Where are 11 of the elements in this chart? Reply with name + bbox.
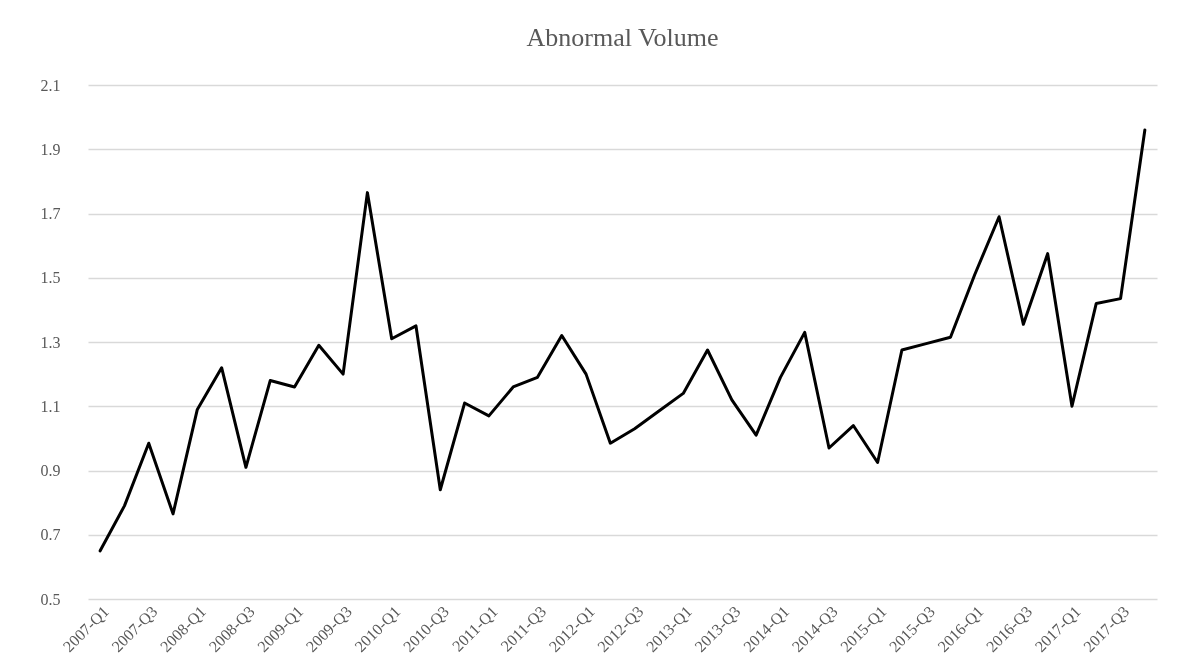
y-tick-label: 0.9	[40, 462, 61, 479]
y-tick-label: 1.3	[40, 333, 61, 351]
y-tick-label: 1.1	[40, 397, 61, 415]
y-tick-label: 2.1	[40, 76, 61, 94]
y-tick-label: 0.5	[40, 590, 61, 608]
chart-title: Abnormal Volume	[526, 23, 719, 52]
y-tick-label: 1.5	[40, 269, 61, 287]
y-tick-label: 1.7	[40, 205, 61, 222]
y-tick-label: 1.9	[40, 140, 61, 158]
y-tick-label: 0.7	[40, 526, 61, 544]
line-series	[98, 128, 1147, 553]
